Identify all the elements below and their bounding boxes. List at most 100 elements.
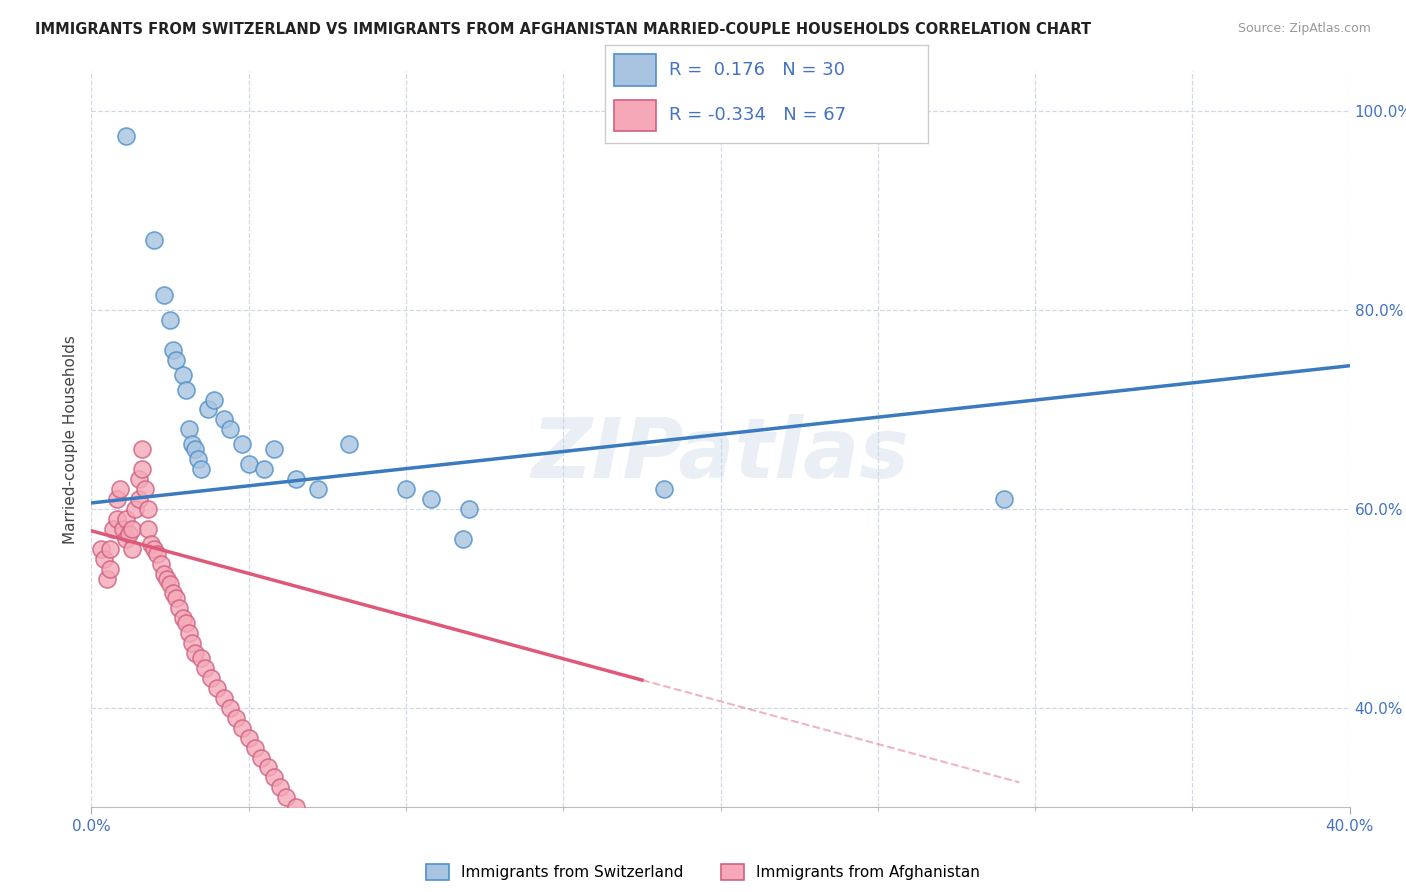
Text: ZIPatlas: ZIPatlas [531,414,910,494]
Bar [614,54,657,86]
Point [205,681,228,695]
Point [269,780,291,795]
Point [136,522,159,536]
Point [152,288,174,302]
Point [115,532,138,546]
Point [451,532,474,546]
Point [337,437,360,451]
Point [93,551,115,566]
Point [136,502,159,516]
Point [143,234,166,248]
Point [276,790,298,805]
Point [174,616,197,631]
Point [90,541,112,556]
Point [174,383,197,397]
Text: Source: ZipAtlas.com: Source: ZipAtlas.com [1237,22,1371,36]
Point [190,651,212,665]
Point [134,482,156,496]
Text: IMMIGRANTS FROM SWITZERLAND VS IMMIGRANTS FROM AFGHANISTAN MARRIED-COUPLE HOUSEH: IMMIGRANTS FROM SWITZERLAND VS IMMIGRANT… [35,22,1091,37]
Point [395,880,418,892]
Point [96,572,118,586]
Point [156,572,179,586]
Point [152,566,174,581]
Point [105,491,128,506]
Point [347,850,370,864]
Point [162,343,184,357]
Point [162,586,184,600]
Point [177,626,200,640]
Point [141,537,163,551]
Point [131,442,153,457]
Point [457,502,479,516]
Point [243,740,266,755]
Point [172,611,194,625]
Point [184,646,207,660]
Point [165,352,187,367]
Point [103,522,125,536]
Point [212,690,235,705]
Text: R =  0.176   N = 30: R = 0.176 N = 30 [669,62,845,79]
Point [380,870,402,884]
Point [197,402,219,417]
Point [98,541,121,556]
Point [225,711,247,725]
Point [115,128,138,143]
Point [212,412,235,426]
Point [218,422,240,436]
Point [108,482,131,496]
Point [426,889,449,892]
Point [231,721,253,735]
Point [652,482,675,496]
Point [218,701,240,715]
Point [250,750,273,764]
Point [993,491,1015,506]
Point [172,368,194,382]
Point [231,437,253,451]
Point [131,462,153,476]
Point [121,522,143,536]
Point [316,830,339,844]
Point [194,661,217,675]
Point [184,442,207,457]
Point [181,636,204,650]
Point [202,392,225,407]
Point [263,771,285,785]
Point [146,547,169,561]
Point [159,576,181,591]
Point [301,820,323,834]
Point [294,810,316,824]
Point [200,671,222,685]
Point [111,522,134,536]
Point [115,512,138,526]
Point [98,561,121,575]
Point [124,502,146,516]
Point [177,422,200,436]
Point [307,482,329,496]
Point [284,472,307,486]
Text: R = -0.334   N = 67: R = -0.334 N = 67 [669,106,846,124]
Point [121,541,143,556]
Point [169,601,191,615]
Legend: Immigrants from Switzerland, Immigrants from Afghanistan: Immigrants from Switzerland, Immigrants … [426,864,980,880]
Point [181,437,204,451]
Point [149,557,172,571]
Point [238,731,260,745]
Point [332,840,354,855]
Point [105,512,128,526]
Point [238,457,260,471]
Y-axis label: Married-couple Households: Married-couple Households [62,334,77,544]
Point [159,313,181,327]
Point [118,526,141,541]
Point [190,462,212,476]
Point [363,860,385,874]
Bar [614,100,657,131]
Point [256,760,278,774]
Point [128,491,150,506]
Point [165,591,187,606]
Point [263,442,285,457]
Point [420,491,443,506]
Point [284,800,307,814]
Point [253,462,276,476]
Point [143,541,166,556]
Point [395,482,418,496]
